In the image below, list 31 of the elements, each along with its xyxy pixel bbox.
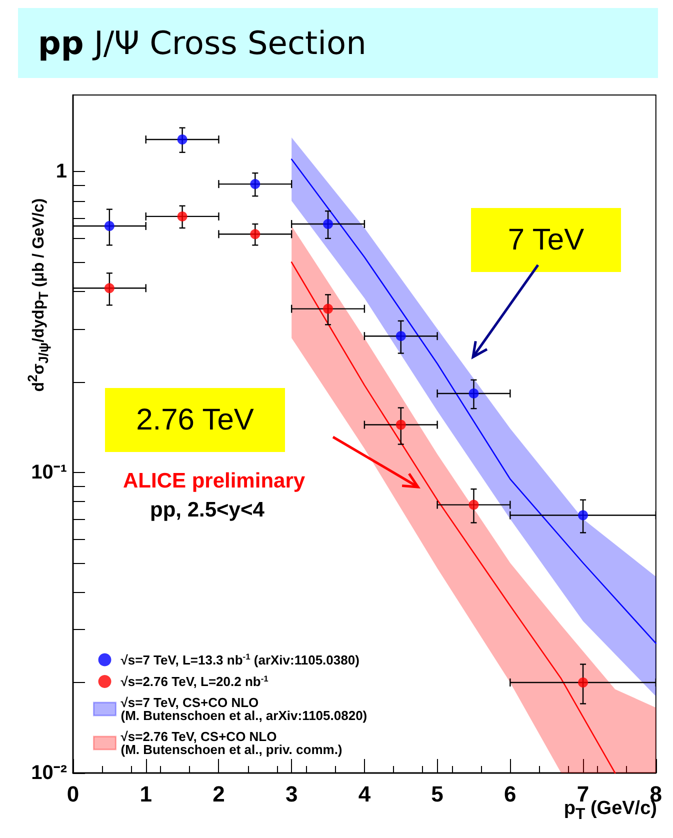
legend-label: √s=2.76 TeV, CS+CO NLO (M. Butenschoen et al., priv. comm.) (120, 729, 342, 757)
legend-label: √s=7 TeV, CS+CO NLO (M. Butenschoen et al., arXiv:1105.0820) (120, 695, 368, 723)
point (468, 500, 479, 510)
annotation: ALICE preliminary (123, 470, 306, 492)
point (323, 219, 334, 230)
annotation: 2.76 TeV (136, 404, 254, 436)
point (578, 510, 588, 520)
point (104, 283, 114, 294)
x-tick-label: 5 (431, 782, 444, 806)
x-tick-label: 6 (504, 782, 516, 806)
point (396, 420, 406, 430)
x-tick-label: 0 (66, 782, 80, 806)
point (323, 304, 334, 314)
point (177, 211, 188, 222)
annotation: 7 TeV (508, 224, 584, 256)
y-tick-label: 10⁻² (31, 762, 68, 784)
point (578, 678, 588, 688)
annotation: pp, 2.5<y<4 (150, 498, 265, 522)
x-tick-label: 1 (140, 782, 152, 806)
chart-title: pp J/Ψ Cross Section (38, 24, 366, 62)
point (104, 220, 114, 231)
point (468, 388, 479, 398)
y-tick-label: 1 (56, 160, 67, 183)
x-tick-label: 3 (285, 782, 298, 806)
point (396, 331, 406, 342)
y-tick-label: 10⁻¹ (31, 461, 68, 484)
x-tick-label: 4 (358, 782, 372, 806)
x-tick-label: 2 (212, 782, 225, 806)
point (250, 229, 260, 240)
point (250, 179, 260, 190)
point (177, 134, 188, 145)
